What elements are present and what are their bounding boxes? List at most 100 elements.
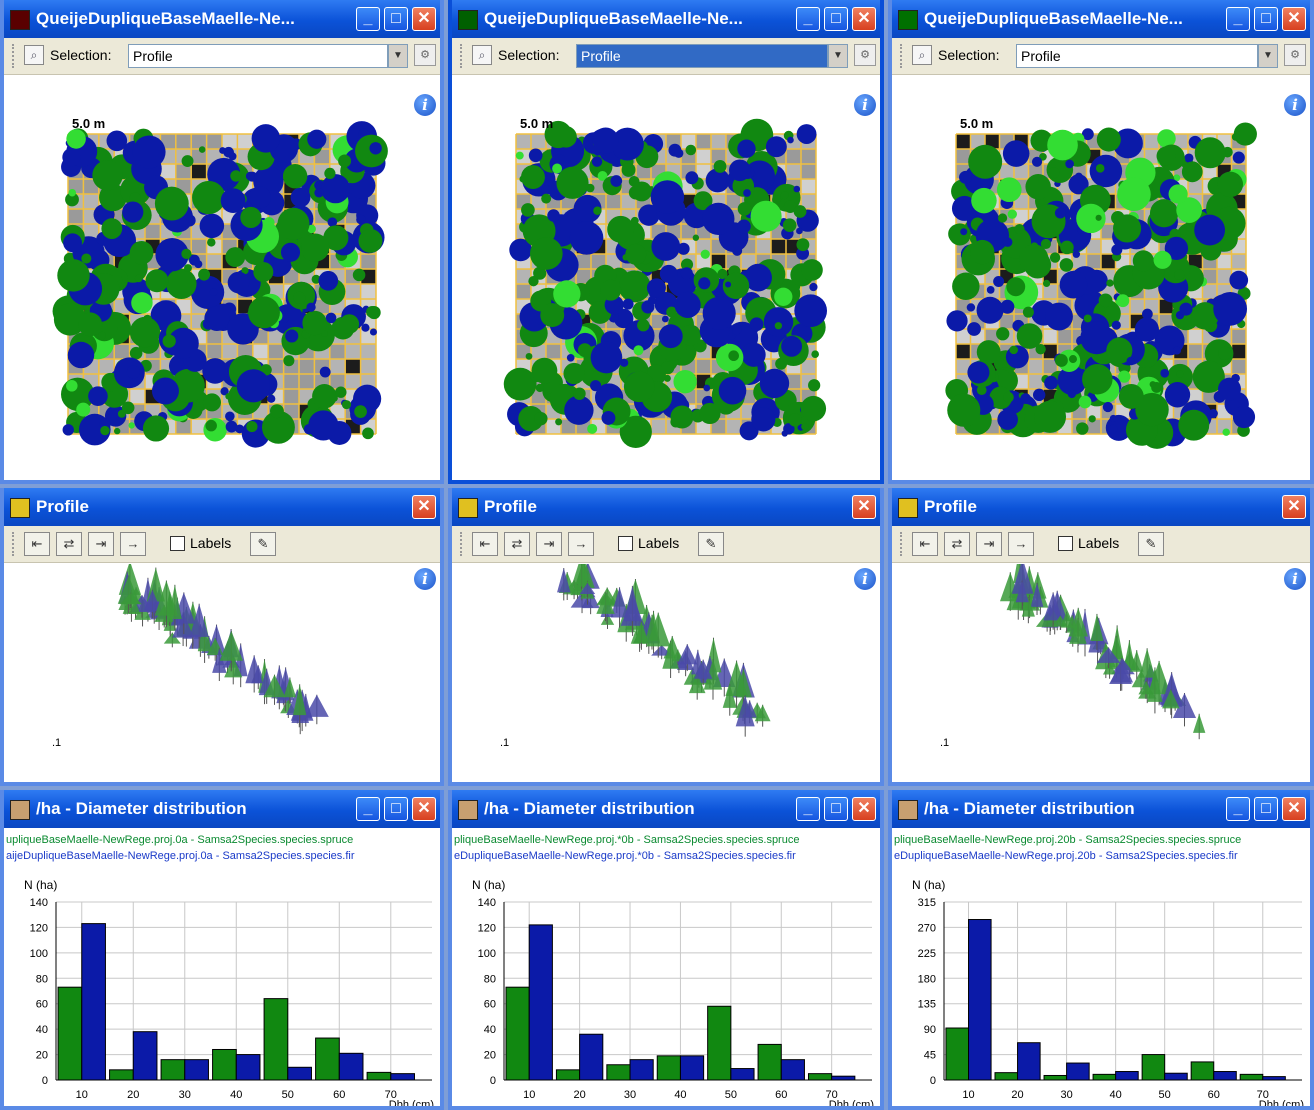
tree-crown — [600, 279, 622, 301]
tree-crown — [304, 694, 329, 717]
histogram-window-titlebar[interactable]: /ha - Diameter distribution _ □ ✕ — [452, 790, 880, 828]
tree-crown — [564, 395, 594, 425]
arrow-right-icon[interactable]: → — [568, 532, 594, 556]
arrow-right-icon[interactable]: → — [1008, 532, 1034, 556]
histogram-window-minimize-button[interactable]: _ — [1226, 797, 1250, 821]
profile-view[interactable]: .1 — [452, 564, 880, 786]
profile-window-titlebar[interactable]: Profile ✕ — [4, 488, 440, 526]
histogram-window-maximize-button[interactable]: □ — [824, 797, 848, 821]
profile-window-close-button[interactable]: ✕ — [412, 495, 436, 519]
histogram-window-maximize-button[interactable]: □ — [1254, 797, 1278, 821]
swap-icon[interactable]: ⇄ — [504, 532, 530, 556]
labels-checkbox[interactable] — [618, 536, 633, 551]
stand-map[interactable]: 5.0 m — [452, 76, 880, 480]
selection-icon[interactable]: ⌕ — [24, 45, 44, 65]
info-icon[interactable]: i — [1284, 568, 1306, 590]
map-window-close-button[interactable]: ✕ — [852, 7, 876, 31]
profile-view[interactable]: .1 — [4, 564, 440, 786]
info-icon[interactable]: i — [854, 568, 876, 590]
options-icon[interactable]: ⚙ — [1284, 44, 1306, 66]
tree-crown — [680, 324, 702, 346]
y-tick-label: 135 — [918, 999, 936, 1011]
edit-icon[interactable]: ✎ — [1138, 532, 1164, 556]
histogram-window-titlebar[interactable]: /ha - Diameter distribution _ □ ✕ — [4, 790, 440, 828]
histogram-window-titlebar[interactable]: /ha - Diameter distribution _ □ ✕ — [892, 790, 1310, 828]
histogram-window-maximize-button[interactable]: □ — [384, 797, 408, 821]
tree-crown — [1232, 405, 1256, 429]
histogram-window-minimize-button[interactable]: _ — [356, 797, 380, 821]
selection-dropdown[interactable]: Profile — [128, 44, 388, 68]
profile-window-titlebar[interactable]: Profile ✕ — [892, 488, 1310, 526]
tree-crown — [1054, 354, 1068, 367]
arrow-right-icon[interactable]: → — [120, 532, 146, 556]
map-window-minimize-button[interactable]: _ — [356, 7, 380, 31]
rotate-left-icon[interactable]: ⇤ — [472, 532, 498, 556]
tree-crown — [354, 405, 367, 418]
map-cell — [801, 179, 816, 194]
chevron-down-icon[interactable]: ▼ — [388, 44, 408, 68]
info-icon[interactable]: i — [854, 94, 876, 116]
map-window-titlebar[interactable]: QueijeDupliqueBaseMaelle-Ne... _ □ ✕ — [4, 0, 440, 38]
rotate-left-icon[interactable]: ⇤ — [24, 532, 50, 556]
tree-crown — [320, 174, 351, 204]
tree-crown — [509, 238, 532, 262]
histogram-window-close-button[interactable]: ✕ — [852, 797, 876, 821]
edit-icon[interactable]: ✎ — [698, 532, 724, 556]
tree-crown — [959, 170, 972, 184]
map-window-maximize-button[interactable]: □ — [1254, 7, 1278, 31]
map-window-titlebar[interactable]: QueijeDupliqueBaseMaelle-Ne... _ □ ✕ — [452, 0, 880, 38]
selection-dropdown[interactable]: Profile — [1016, 44, 1258, 68]
profile-window-close-button[interactable]: ✕ — [852, 495, 876, 519]
info-icon[interactable]: i — [414, 94, 436, 116]
map-window-maximize-button[interactable]: □ — [384, 7, 408, 31]
selection-icon[interactable]: ⌕ — [472, 45, 492, 65]
rotate-right-icon[interactable]: ⇥ — [536, 532, 562, 556]
tree-crown — [293, 684, 307, 716]
y-tick-label: 225 — [918, 948, 936, 960]
tree-crown — [1106, 337, 1133, 364]
labels-checkbox[interactable] — [1058, 536, 1073, 551]
tree-crown — [101, 218, 123, 239]
stand-map[interactable]: 5.0 m — [892, 76, 1310, 480]
stand-map[interactable]: 5.0 m — [4, 76, 440, 480]
edit-icon[interactable]: ✎ — [250, 532, 276, 556]
tree-crown — [661, 315, 669, 323]
toolbar-grip — [460, 532, 465, 556]
map-window-minimize-button[interactable]: _ — [796, 7, 820, 31]
map-window-titlebar[interactable]: QueijeDupliqueBaseMaelle-Ne... _ □ ✕ — [892, 0, 1310, 38]
selection-icon[interactable]: ⌕ — [912, 45, 932, 65]
tree-crown — [162, 334, 176, 348]
tree-crown — [1044, 375, 1058, 390]
map-window-close-button[interactable]: ✕ — [1282, 7, 1306, 31]
rotate-right-icon[interactable]: ⇥ — [88, 532, 114, 556]
labels-checkbox[interactable] — [170, 536, 185, 551]
options-icon[interactable]: ⚙ — [854, 44, 876, 66]
tree-crown — [270, 404, 284, 419]
map-cell — [546, 344, 561, 359]
rotate-left-icon[interactable]: ⇤ — [912, 532, 938, 556]
rotate-right-icon[interactable]: ⇥ — [976, 532, 1002, 556]
selection-dropdown[interactable]: Profile — [576, 44, 828, 68]
map-window-minimize-button[interactable]: _ — [1226, 7, 1250, 31]
profile-view[interactable]: .1 — [892, 564, 1310, 786]
options-icon[interactable]: ⚙ — [414, 44, 436, 66]
map-cell — [206, 329, 222, 344]
map-window-close-button[interactable]: ✕ — [412, 7, 436, 31]
toolbar-grip — [12, 44, 17, 68]
chevron-down-icon[interactable]: ▼ — [1258, 44, 1278, 68]
tree-crown — [1009, 345, 1019, 355]
profile-window-close-button[interactable]: ✕ — [1282, 495, 1306, 519]
scale-label: 5.0 m — [960, 116, 993, 131]
histogram-window-minimize-button[interactable]: _ — [796, 797, 820, 821]
map-window-maximize-button[interactable]: □ — [824, 7, 848, 31]
histogram-window-close-button[interactable]: ✕ — [412, 797, 436, 821]
histogram-window-close-button[interactable]: ✕ — [1282, 797, 1306, 821]
info-icon[interactable]: i — [414, 568, 436, 590]
swap-icon[interactable]: ⇄ — [944, 532, 970, 556]
info-icon[interactable]: i — [1284, 94, 1306, 116]
chevron-down-icon[interactable]: ▼ — [828, 44, 848, 68]
swap-icon[interactable]: ⇄ — [56, 532, 82, 556]
tree-crown — [225, 420, 238, 433]
tree-crown — [277, 207, 310, 240]
profile-window-titlebar[interactable]: Profile ✕ — [452, 488, 880, 526]
